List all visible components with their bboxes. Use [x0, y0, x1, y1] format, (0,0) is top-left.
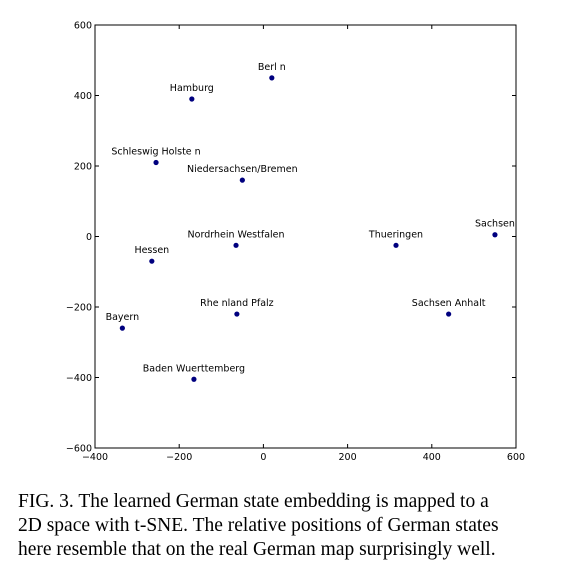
y-tick-label: 600 [74, 21, 92, 32]
point-label: Hessen [134, 245, 169, 256]
point-label: Sachsen [475, 219, 515, 230]
x-tick-label: −200 [166, 452, 192, 463]
caption-line: FIG. 3. The learned German state embeddi… [18, 491, 489, 512]
plot-frame [94, 24, 517, 449]
point [119, 325, 125, 331]
point [233, 242, 239, 248]
y-tick-label: −200 [66, 303, 92, 314]
point-label: Bayern [106, 312, 140, 323]
point [269, 75, 275, 81]
x-tick-label: −400 [82, 452, 108, 463]
caption-line: 2D space with t-SNE. The relative positi… [18, 515, 499, 536]
x-tick-label: 200 [339, 452, 357, 463]
caption-line: here resemble that on the real German ma… [18, 539, 496, 560]
point [149, 258, 155, 264]
point-label: Rhe nland Pfalz [200, 298, 274, 309]
point [492, 232, 498, 238]
point-label: Niedersachsen/Bremen [187, 164, 298, 175]
point [191, 376, 197, 382]
point [446, 311, 452, 317]
point [393, 242, 399, 248]
y-tick-label: −600 [66, 444, 92, 455]
point-label: Berl n [258, 62, 286, 73]
y-tick-label: 200 [74, 162, 92, 173]
point-label: Schleswig Holste n [111, 146, 200, 157]
x-tick-label: 400 [423, 452, 441, 463]
y-tick-label: 400 [74, 91, 92, 102]
x-tick-label: 0 [260, 452, 266, 463]
point-label: Nordrhein Westfalen [188, 229, 285, 240]
point [234, 311, 240, 317]
x-tick-label: 600 [507, 452, 525, 463]
y-tick-label: 0 [86, 232, 92, 243]
point-label: Hamburg [170, 83, 214, 94]
y-tick-label: −400 [66, 373, 92, 384]
point-label: Thueringen [368, 229, 423, 240]
point-label: Baden Wuerttemberg [143, 363, 245, 374]
point-label: Sachsen Anhalt [412, 298, 486, 309]
point [189, 96, 195, 102]
point [239, 177, 245, 183]
point [153, 159, 159, 166]
